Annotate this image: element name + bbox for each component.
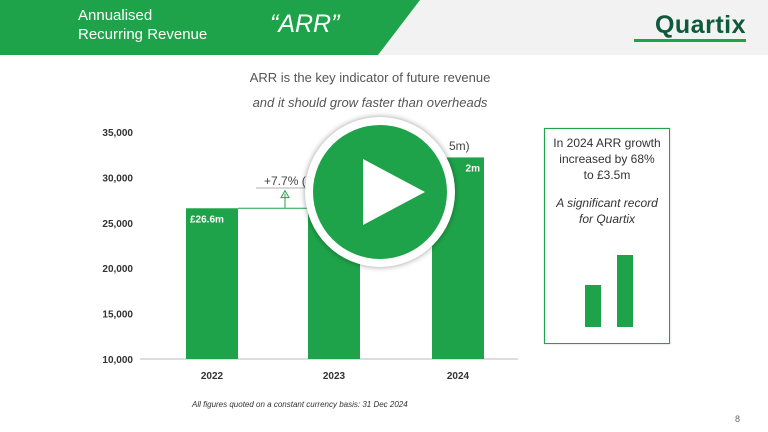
y-tick-label: 35,000 bbox=[102, 128, 133, 139]
bar-data-label: 2m bbox=[466, 163, 481, 174]
title-acronym: “ARR” bbox=[270, 10, 340, 38]
subtitle-line-2: and it should grow faster than overheads bbox=[252, 95, 488, 110]
y-tick-label: 10,000 bbox=[102, 355, 133, 366]
y-tick-label: 20,000 bbox=[102, 264, 133, 275]
slide-title: Annualised Recurring Revenue bbox=[78, 6, 258, 44]
x-tick-label: 2024 bbox=[447, 371, 470, 382]
y-tick-label: 15,000 bbox=[102, 310, 133, 321]
page-number: 8 bbox=[735, 414, 741, 424]
x-tick-label: 2023 bbox=[323, 371, 346, 382]
growth-arrow-head bbox=[280, 189, 290, 199]
quartix-logo: Quartix bbox=[654, 11, 746, 39]
callout-italic-2: for Quartix bbox=[578, 212, 635, 226]
y-tick-label: 30,000 bbox=[102, 173, 133, 184]
logo-underline bbox=[634, 39, 746, 42]
video-play-button[interactable] bbox=[305, 117, 455, 267]
bar-data-label: £26.6m bbox=[190, 214, 224, 225]
callout-line-1: In 2024 ARR growth bbox=[553, 136, 661, 150]
title-line-1: Annualised bbox=[78, 7, 153, 24]
mini-bar-small bbox=[585, 285, 601, 327]
title-line-2: Recurring Revenue bbox=[78, 26, 208, 43]
callout-italic-1: A significant record bbox=[556, 196, 658, 210]
mini-bar-large bbox=[617, 255, 633, 327]
growth-callout-box: In 2024 ARR growth increased by 68% to £… bbox=[544, 128, 670, 344]
callout-line-2: increased by 68% bbox=[559, 152, 655, 166]
callout-line-3: to £3.5m bbox=[583, 168, 631, 182]
growth-annotation-partial: 5m) bbox=[449, 139, 470, 153]
x-tick-label: 2022 bbox=[201, 371, 224, 382]
footnote: All figures quoted on a constant currenc… bbox=[192, 400, 408, 409]
growth-annotation: +7.7% ( bbox=[264, 174, 306, 188]
bar-2022 bbox=[186, 208, 238, 359]
title-banner bbox=[0, 0, 420, 55]
arr-bar-chart: 10,000 15,000 20,000 25,000 30,000 35,000 2022… bbox=[102, 128, 518, 382]
y-tick-label: 25,000 bbox=[102, 219, 133, 230]
play-icon[interactable] bbox=[363, 159, 425, 225]
subtitle-line-1: ARR is the key indicator of future reven… bbox=[249, 70, 491, 85]
play-button-circle[interactable] bbox=[313, 125, 447, 259]
